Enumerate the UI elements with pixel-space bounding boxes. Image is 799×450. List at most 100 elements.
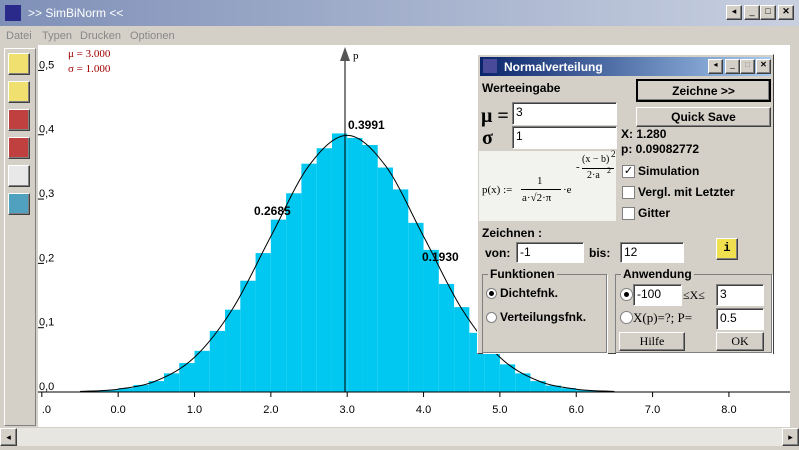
formula-numerator: 1 (537, 175, 543, 187)
histogram-bar (209, 330, 226, 393)
dialog: Normalverteilung ◂ _ □ ✕ Werteeingabe Ze… (477, 54, 774, 354)
mu-label: μ = (481, 105, 509, 127)
histogram-bar (179, 363, 195, 393)
checkbox-label: Vergl. mit Letzter (638, 185, 735, 199)
value-annotation: 0.3991 (348, 118, 385, 132)
title-bar: >> SimBiNorm << ◂ _ □ ✕ (0, 0, 799, 26)
radio[interactable] (486, 312, 497, 323)
print-button[interactable] (8, 165, 30, 187)
histogram-bar (102, 390, 119, 393)
histogram-bar (454, 307, 470, 393)
from-label: von: (485, 246, 511, 260)
p-input[interactable]: 0.5 (716, 308, 764, 330)
to-input[interactable]: 12 (620, 242, 684, 263)
help-button[interactable]: Hilfe (619, 332, 685, 351)
application-title: Anwendung (621, 267, 694, 281)
info-button[interactable]: i (716, 238, 738, 260)
value-annotation: 0.2685 (254, 204, 291, 218)
scroll-left-button[interactable]: ◂ (726, 5, 742, 20)
window-title: >> SimBiNorm << (28, 6, 124, 20)
x-readout: X: 1.280 (621, 127, 667, 141)
dialog-left[interactable]: ◂ (708, 59, 723, 74)
sigma-input[interactable]: 1 (512, 126, 617, 149)
histogram-bar (148, 381, 164, 393)
histogram-bar (545, 385, 561, 393)
x-tick-label: 5.0 (492, 404, 507, 416)
close-button[interactable]: ✕ (778, 5, 794, 20)
quick-save-button[interactable]: Quick Save (636, 107, 771, 127)
ok-button[interactable]: OK (716, 332, 764, 351)
mu-input[interactable]: 3 (512, 102, 617, 125)
dialog-title: Normalverteilung (504, 60, 603, 74)
quantile-radio[interactable] (620, 311, 633, 324)
upper-input[interactable]: 3 (716, 284, 764, 306)
open2-button[interactable] (8, 81, 30, 103)
checkbox[interactable] (622, 207, 635, 220)
range-heading: Zeichnen : (482, 226, 543, 240)
formula-exp-pow: 2 (611, 149, 616, 159)
maximize-button[interactable]: □ (760, 5, 776, 20)
sigma-label: σ (482, 127, 493, 149)
checkbox[interactable] (622, 186, 635, 199)
formula-denominator: a·√2·π (522, 192, 552, 204)
histogram-bar (499, 364, 516, 393)
x-tick-label: 7.0 (645, 404, 660, 416)
menu-item[interactable]: Drucken (80, 30, 121, 42)
y-tick-label: 0,2 (39, 252, 54, 264)
x-tick-label: 3.0 (340, 404, 355, 416)
histogram-bar (515, 373, 531, 393)
range-radio[interactable] (620, 288, 633, 301)
printer-button[interactable] (8, 193, 30, 215)
x-tick-label: 2.0 (263, 404, 278, 416)
y-tick-label: 0,5 (39, 59, 54, 71)
menu-item[interactable]: Datei (6, 30, 32, 42)
x-tick-label: 1.0 (187, 404, 202, 416)
between-label: ≤X≤ (683, 288, 705, 302)
formula-exp-line (582, 168, 614, 169)
formula-e: ·e (563, 184, 572, 196)
dialog-max[interactable]: □ (740, 59, 755, 74)
histogram-bar (133, 384, 149, 393)
formula-exp-minus: - (576, 161, 580, 173)
x-tick-label: 4.0 (416, 404, 431, 416)
y-tick-label: 0,1 (39, 317, 54, 329)
histogram-bar (240, 280, 256, 393)
save2-button[interactable] (8, 137, 30, 159)
menu-bar: Datei Typen Drucken Optionen (0, 28, 799, 45)
histogram-bar (377, 167, 394, 393)
checkbox[interactable]: ✓ (622, 165, 635, 178)
histogram-bar (270, 219, 287, 393)
x-tick-label: 6.0 (569, 404, 584, 416)
checkbox-label: Gitter (638, 206, 671, 220)
draw-button[interactable]: Zeichne >> (636, 79, 771, 102)
p-readout: p: 0.09082772 (621, 142, 700, 156)
x-tick-label: 8.0 (721, 404, 736, 416)
histogram-bar (331, 133, 348, 393)
formula: p(x) := 1 a·√2·π ·e - (x − b) 2 2·a 2 (479, 149, 616, 221)
minimize-button[interactable]: _ (744, 5, 760, 20)
h-scrollbar[interactable]: ◂ ▸ (0, 428, 799, 446)
open-button[interactable] (8, 53, 30, 75)
menu-item[interactable]: Typen (42, 30, 72, 42)
save-button[interactable] (8, 109, 30, 131)
radio-label: Verteilungsfnk. (500, 310, 587, 324)
scroll-right[interactable]: ▸ (782, 428, 799, 446)
histogram-bar (408, 222, 424, 393)
dialog-min[interactable]: _ (725, 59, 740, 74)
from-input[interactable]: -1 (516, 242, 584, 263)
param-sigma: σ = 1.000 (68, 63, 111, 75)
histogram-bar (118, 388, 134, 393)
lower-input[interactable]: -100 (633, 284, 682, 306)
histogram-bar (530, 381, 546, 393)
y-tick-label: 0,0 (39, 381, 54, 393)
menu-item[interactable]: Optionen (130, 30, 175, 42)
to-label: bis: (589, 246, 611, 260)
y-tick-label: 0,3 (39, 188, 54, 200)
scroll-left[interactable]: ◂ (0, 428, 17, 446)
checkbox-label: Simulation (638, 164, 700, 178)
dialog-close[interactable]: ✕ (756, 59, 771, 74)
formula-lhs: p(x) := (482, 184, 513, 196)
radio[interactable] (486, 288, 497, 299)
input-heading: Werteeingabe (482, 81, 561, 95)
y-axis-arrow (340, 47, 350, 61)
